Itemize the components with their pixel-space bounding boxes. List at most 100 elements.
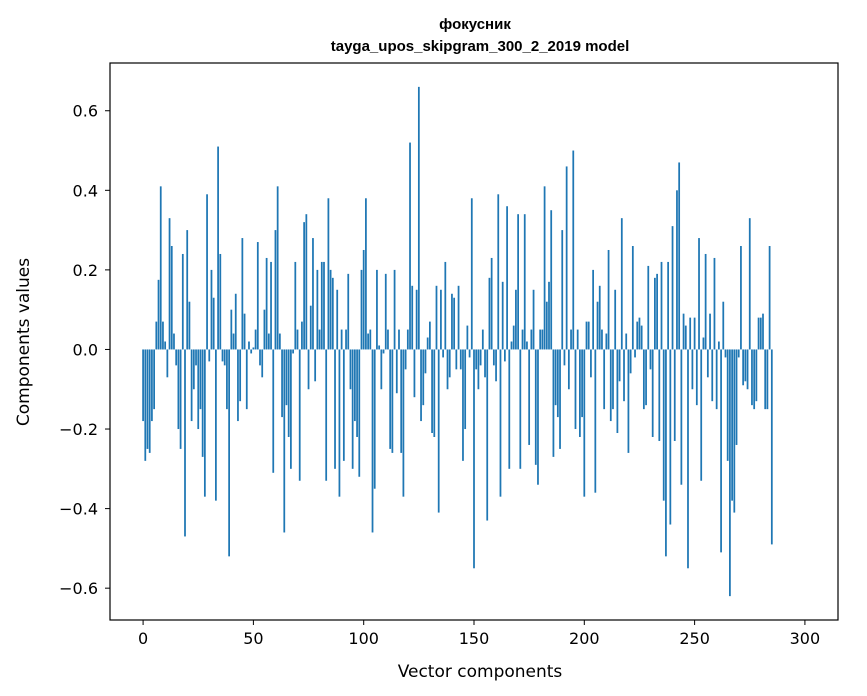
bar: [459, 349, 462, 370]
bar: [647, 265, 650, 350]
bar: [724, 349, 727, 358]
bar: [215, 349, 217, 501]
bar: [625, 333, 628, 350]
bar: [245, 349, 248, 410]
bar: [272, 349, 275, 473]
bar: [329, 269, 332, 350]
bar: [340, 329, 343, 350]
bar: [629, 349, 632, 374]
bar: [492, 349, 495, 366]
bar: [210, 269, 213, 350]
bar: [737, 349, 740, 358]
bar: [609, 349, 612, 422]
bar: [151, 349, 153, 422]
bar: [541, 329, 544, 350]
bar: [618, 349, 621, 382]
bar: [144, 349, 147, 461]
bar: [744, 349, 747, 382]
bar: [651, 349, 654, 437]
bar: [168, 218, 171, 350]
bar: [711, 349, 714, 402]
bar: [203, 349, 206, 497]
bar: [325, 349, 328, 481]
bar: [283, 349, 286, 533]
bar: [510, 341, 513, 350]
bar: [451, 293, 453, 350]
bar: [662, 349, 665, 501]
y-tick-label: 0.4: [73, 181, 98, 200]
bar: [515, 289, 517, 350]
bar: [256, 242, 259, 350]
bar: [484, 349, 486, 378]
bar: [259, 349, 261, 366]
bar: [567, 349, 570, 390]
bar: [594, 349, 597, 493]
bar: [188, 301, 191, 350]
bar: [722, 301, 725, 350]
bar: [404, 349, 407, 370]
bar: [713, 257, 716, 350]
bar: [417, 86, 420, 350]
bar: [477, 349, 480, 390]
bar: [230, 309, 233, 350]
bar: [680, 349, 683, 485]
bar: [627, 349, 630, 453]
bar: [199, 349, 202, 410]
bar: [241, 238, 244, 350]
bar: [263, 309, 266, 350]
bar: [192, 349, 195, 390]
bar: [486, 349, 489, 521]
bar: [473, 349, 475, 569]
bar: [448, 349, 451, 378]
bar: [254, 329, 257, 350]
bar: [226, 349, 228, 410]
bar: [488, 277, 491, 350]
bar: [530, 329, 533, 350]
bar: [729, 349, 731, 597]
bar: [583, 349, 586, 497]
bar: [532, 289, 535, 350]
bar: [395, 349, 398, 394]
bar: [673, 349, 676, 441]
bar: [702, 337, 705, 350]
bar: [601, 329, 603, 350]
bar: [576, 329, 579, 350]
bar: [305, 214, 308, 350]
bar: [570, 329, 572, 350]
bar: [603, 349, 606, 410]
bar: [323, 261, 325, 350]
bar: [682, 313, 685, 350]
bar: [704, 253, 707, 350]
bar: [422, 349, 425, 406]
bar: [287, 349, 290, 437]
bar: [342, 349, 345, 461]
bar: [645, 349, 647, 406]
bar: [656, 273, 658, 350]
y-axis-label: Components values: [14, 258, 34, 426]
bar: [353, 349, 356, 422]
bar: [219, 253, 222, 350]
bar: [706, 349, 709, 378]
bar: [759, 317, 762, 350]
bar: [654, 277, 656, 350]
bar: [309, 305, 312, 350]
bar: [550, 210, 553, 350]
bar: [755, 349, 758, 402]
bar: [208, 349, 211, 362]
x-axis-ticks: 0 50 100 150 200 250 300: [138, 620, 820, 648]
bar: [559, 349, 561, 449]
bar: [190, 349, 193, 422]
bar: [237, 349, 239, 422]
bar: [248, 341, 250, 350]
bar: [612, 349, 614, 410]
y-tick-label: −0.2: [59, 420, 98, 439]
bar: [424, 349, 427, 374]
bar: [512, 325, 515, 350]
x-tick-label: 150: [459, 629, 490, 648]
bar: [693, 317, 696, 350]
bars-group: [142, 86, 773, 597]
bar: [565, 166, 568, 350]
bar: [177, 349, 180, 430]
bar: [292, 349, 294, 354]
bar: [751, 349, 753, 406]
